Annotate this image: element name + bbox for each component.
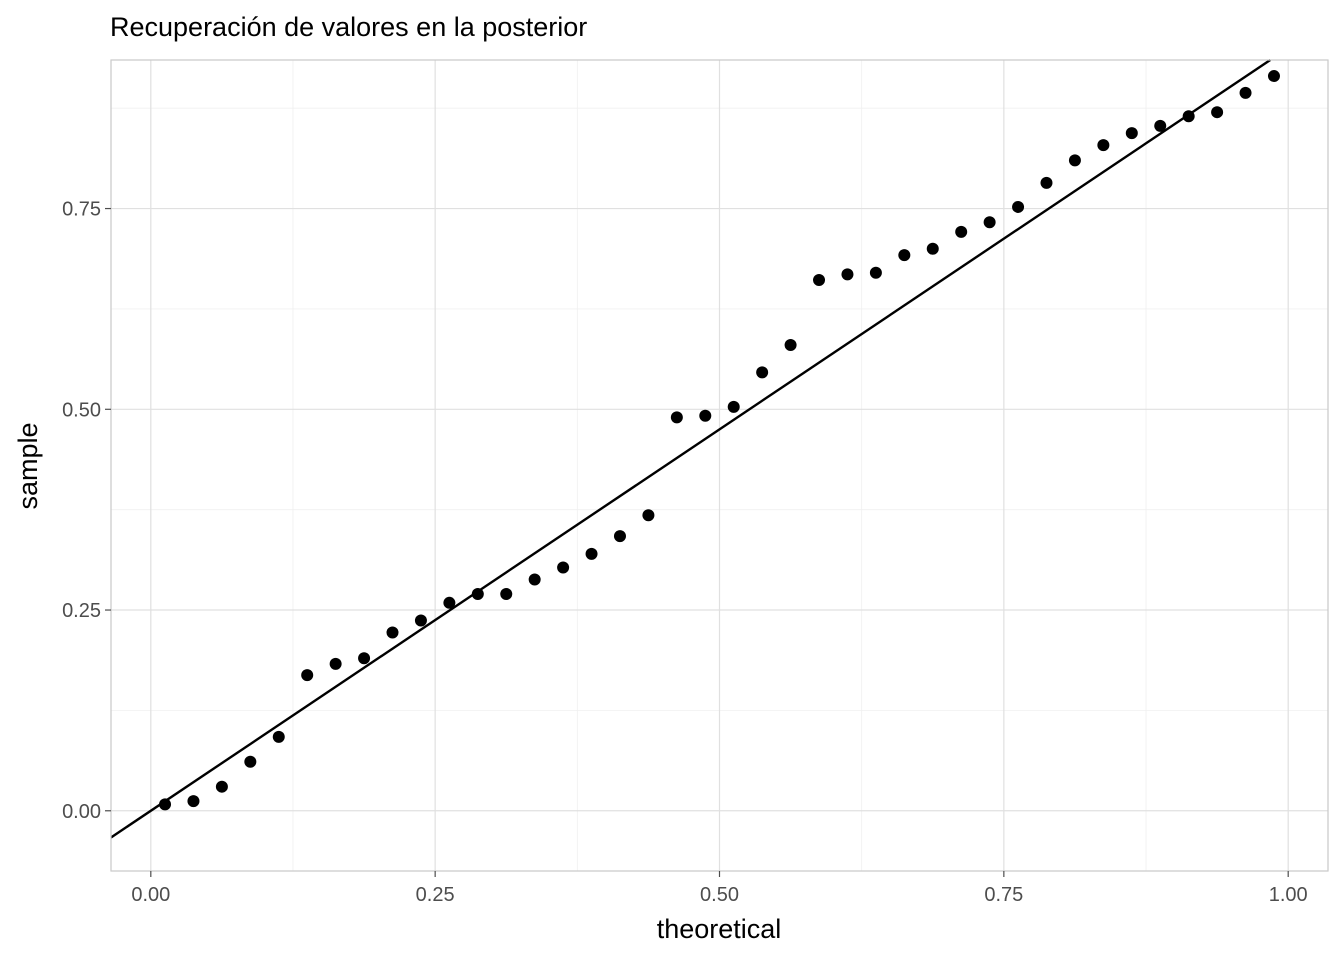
major-gridlines xyxy=(111,60,1328,871)
data-point xyxy=(528,573,541,586)
data-point xyxy=(1125,127,1138,140)
data-point xyxy=(813,274,826,287)
data-point xyxy=(358,652,371,665)
x-tick-label: 1.00 xyxy=(1269,884,1308,906)
x-axis-ticks: 0.00 0.25 0.50 0.75 1.00 xyxy=(131,871,1308,906)
x-tick-label: 0.50 xyxy=(700,884,739,906)
data-point xyxy=(301,669,314,682)
data-point xyxy=(869,266,882,279)
data-point xyxy=(244,755,257,768)
data-points xyxy=(159,70,1280,811)
data-point xyxy=(727,400,740,413)
y-tick-label: 0.25 xyxy=(62,600,101,622)
data-point xyxy=(926,242,939,255)
chart-title: Recuperación de valores en la posterior xyxy=(110,12,587,42)
data-point xyxy=(1267,70,1280,83)
y-tick-label: 0.50 xyxy=(62,399,101,421)
data-point xyxy=(329,657,342,670)
y-axis-ticks: 0.00 0.25 0.50 0.75 xyxy=(62,199,111,823)
data-point xyxy=(1239,86,1252,99)
data-point xyxy=(500,587,513,600)
data-point xyxy=(215,780,228,793)
data-point xyxy=(955,225,968,238)
x-tick-label: 0.25 xyxy=(416,884,455,906)
data-point xyxy=(1097,139,1110,152)
y-tick-label: 0.00 xyxy=(62,801,101,823)
reference-line-group xyxy=(110,59,1271,839)
data-point xyxy=(1068,154,1081,167)
data-point xyxy=(670,411,683,424)
data-point xyxy=(1040,176,1053,189)
data-point xyxy=(784,339,797,352)
data-point xyxy=(1211,106,1224,119)
x-tick-label: 0.00 xyxy=(131,884,170,906)
y-tick-label: 0.75 xyxy=(62,199,101,221)
data-point xyxy=(557,561,570,574)
data-point xyxy=(613,530,626,543)
data-point xyxy=(1182,110,1195,123)
data-point xyxy=(414,614,427,627)
data-point xyxy=(699,409,712,422)
data-point xyxy=(756,366,769,379)
data-point xyxy=(187,795,200,808)
data-point xyxy=(898,249,911,262)
y-axis-title: sample xyxy=(13,422,43,509)
data-point xyxy=(642,509,655,522)
x-axis-title: theoretical xyxy=(657,914,782,944)
data-point xyxy=(585,547,598,560)
data-point xyxy=(272,730,285,743)
data-point xyxy=(159,798,172,811)
data-point xyxy=(1154,119,1167,132)
data-point xyxy=(983,216,996,229)
reference-line xyxy=(110,59,1271,839)
data-point xyxy=(841,268,854,281)
data-point xyxy=(471,587,484,600)
data-point xyxy=(443,596,456,609)
x-tick-label: 0.75 xyxy=(984,884,1023,906)
data-point xyxy=(386,626,399,639)
data-point xyxy=(1012,200,1025,213)
